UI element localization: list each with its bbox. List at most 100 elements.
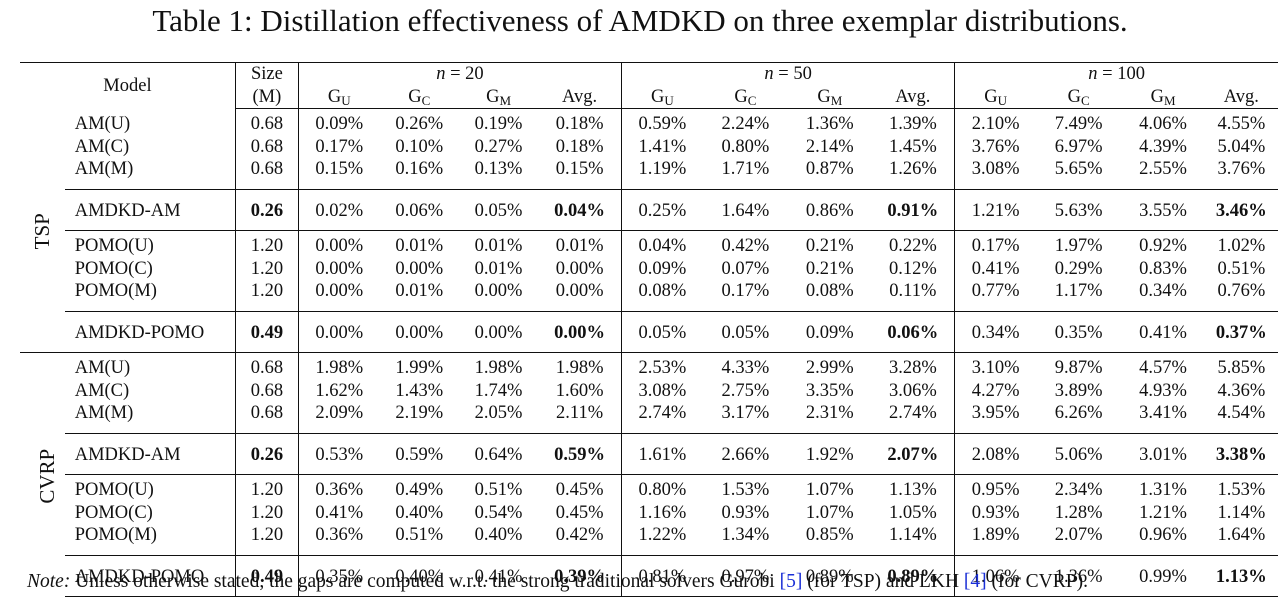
avg-gap-cell: 0.18% <box>538 108 623 136</box>
gap-cell: 1.41% <box>638 136 687 157</box>
gap-cell: 2.34% <box>1036 474 1122 502</box>
best-value: 1.13% <box>1215 566 1267 587</box>
gap-cell: 0.09% <box>638 258 687 279</box>
avg-gap-cell: 0.39% <box>538 554 623 597</box>
gap-cell: 0.41% <box>315 502 364 523</box>
best-value: 0.37% <box>1215 322 1267 343</box>
avg-gap-cell: 2.07% <box>871 432 956 475</box>
gap-cell: 1.53% <box>702 474 789 502</box>
model-size-value: 0.49 <box>250 566 284 587</box>
header-g-u: GU <box>954 85 1037 109</box>
header-g-m: GM <box>788 85 872 109</box>
gap-cell: 6.97% <box>1054 136 1103 157</box>
citation-link[interactable]: [4] <box>963 571 987 592</box>
avg-gap-cell: 0.76% <box>1217 281 1266 301</box>
gap-cell: 0.08% <box>638 281 687 301</box>
avg-gap-cell: 0.06% <box>871 310 956 353</box>
model-size: 0.26 <box>234 432 299 475</box>
gap-cell: 0.40% <box>395 502 444 523</box>
gap-cell: 0.80% <box>721 136 770 157</box>
header-size-line1: Size <box>234 62 299 86</box>
gap-cell: 0.36% <box>315 525 364 545</box>
avg-gap-cell: 3.38% <box>1204 432 1278 475</box>
gap-cell: 0.00% <box>315 258 364 279</box>
gap-cell: 1.07% <box>788 474 872 502</box>
gap-cell: 2.05% <box>474 403 523 423</box>
table-row: AMDKD-POMO 0.49 0.35% 0.40% 0.41% 0.39% 0.81% 0… <box>20 554 1278 597</box>
gap-cell: 0.17% <box>721 281 770 301</box>
gap-cell: 3.01% <box>1121 432 1205 475</box>
table-note: Note: Unless otherwise stated, the gaps … <box>27 570 1088 594</box>
gap-cell: 1.64% <box>702 188 789 231</box>
header-model: Model <box>20 62 236 109</box>
gap-cell: 9.87% <box>1036 352 1122 380</box>
gap-cell: 0.00% <box>458 310 539 353</box>
gap-cell: 2.24% <box>721 114 770 134</box>
avg-gap-cell: 4.54% <box>1217 403 1266 423</box>
gap-cell: 0.26% <box>395 114 444 134</box>
model-size: 1.20 <box>234 257 299 280</box>
gap-cell: 6.26% <box>1054 403 1103 423</box>
problem-label-cvrp: CVRP <box>20 352 65 597</box>
gap-cell: 0.29% <box>1054 258 1103 279</box>
gap-cell: 2.74% <box>638 403 687 423</box>
model-size: 0.26 <box>234 188 299 231</box>
gap-cell: 0.35% <box>1036 310 1122 353</box>
gap-cell: 3.76% <box>971 136 1020 157</box>
gap-cell: 0.13% <box>474 159 523 179</box>
gap-cell: 0.96% <box>1139 525 1187 545</box>
gap-cell: 2.07% <box>1054 525 1103 545</box>
model-size: 1.20 <box>234 501 299 524</box>
gap-cell: 4.06% <box>1139 114 1187 134</box>
model-size: 0.49 <box>234 310 299 353</box>
best-value: 0.89% <box>887 566 939 587</box>
avg-gap-cell: 0.89% <box>871 554 956 597</box>
gap-cell: 0.05% <box>621 310 703 353</box>
gap-cell: 0.01% <box>474 258 523 279</box>
model-name: POMO(M) <box>74 281 157 301</box>
gap-cell: 0.93% <box>971 502 1020 523</box>
gap-cell: 3.55% <box>1121 188 1205 231</box>
avg-gap-cell: 0.51% <box>1217 258 1266 279</box>
table-row: AMDKD-AM 0.26 0.02% 0.06% 0.05% 0.04% 0.25% 1.6… <box>20 188 1278 231</box>
header-avg: Avg. <box>538 85 623 109</box>
gap-cell: 0.93% <box>721 502 770 523</box>
gap-cell: 0.00% <box>315 281 364 301</box>
gap-cell: 2.14% <box>805 136 854 157</box>
gap-cell: 4.57% <box>1121 352 1205 380</box>
table-row: AM(C) 0.68 0.17% 0.10% 0.27% 0.18% 1.41% 0.80% 2… <box>20 135 1278 158</box>
gap-cell: 0.01% <box>458 230 539 258</box>
table-row: AM(M) 0.68 0.15% 0.16% 0.13% 0.15% 1.19% 1.71% 0… <box>20 158 1278 189</box>
model-size: 1.20 <box>234 474 299 502</box>
avg-gap-cell: 1.05% <box>871 501 956 524</box>
avg-gap-cell: 0.59% <box>538 432 623 475</box>
gap-cell: 2.99% <box>788 352 872 380</box>
problem-label-text: CVRP <box>35 448 60 504</box>
gap-cell: 7.49% <box>1054 114 1103 134</box>
model-name: AM(M) <box>74 159 134 179</box>
gap-cell: 0.09% <box>315 114 364 134</box>
problem-label-text: TSP <box>30 213 55 250</box>
gap-cell: 0.17% <box>954 230 1037 258</box>
header-g-m: GM <box>458 85 539 109</box>
gap-cell: 4.93% <box>1139 380 1187 401</box>
gap-cell: 0.06% <box>379 188 459 231</box>
avg-gap-cell: 0.37% <box>1204 310 1278 353</box>
best-value: 0.59% <box>554 444 606 465</box>
citation-link[interactable]: [5] <box>779 571 803 592</box>
model-name: AMDKD-POMO <box>64 310 236 353</box>
gap-cell: 0.54% <box>474 502 523 523</box>
gap-cell: 0.42% <box>702 230 789 258</box>
note-text: (for CVRP). <box>986 571 1088 592</box>
model-name: AMDKD-AM <box>64 432 236 475</box>
gap-cell: 0.95% <box>954 474 1037 502</box>
avg-gap-cell: 0.12% <box>871 257 956 280</box>
gap-cell: 2.66% <box>702 432 789 475</box>
gap-cell: 1.19% <box>638 159 687 179</box>
table-row: POMO(C) 1.20 0.00% 0.00% 0.01% 0.00% 0.09% 0.07… <box>20 257 1278 280</box>
model-size: 0.68 <box>234 108 299 136</box>
gap-cell: 0.89% <box>788 554 872 597</box>
header-n50: n = 50 <box>621 62 956 86</box>
model-size-value: 0.26 <box>250 200 284 221</box>
gap-cell: 3.95% <box>971 403 1020 423</box>
